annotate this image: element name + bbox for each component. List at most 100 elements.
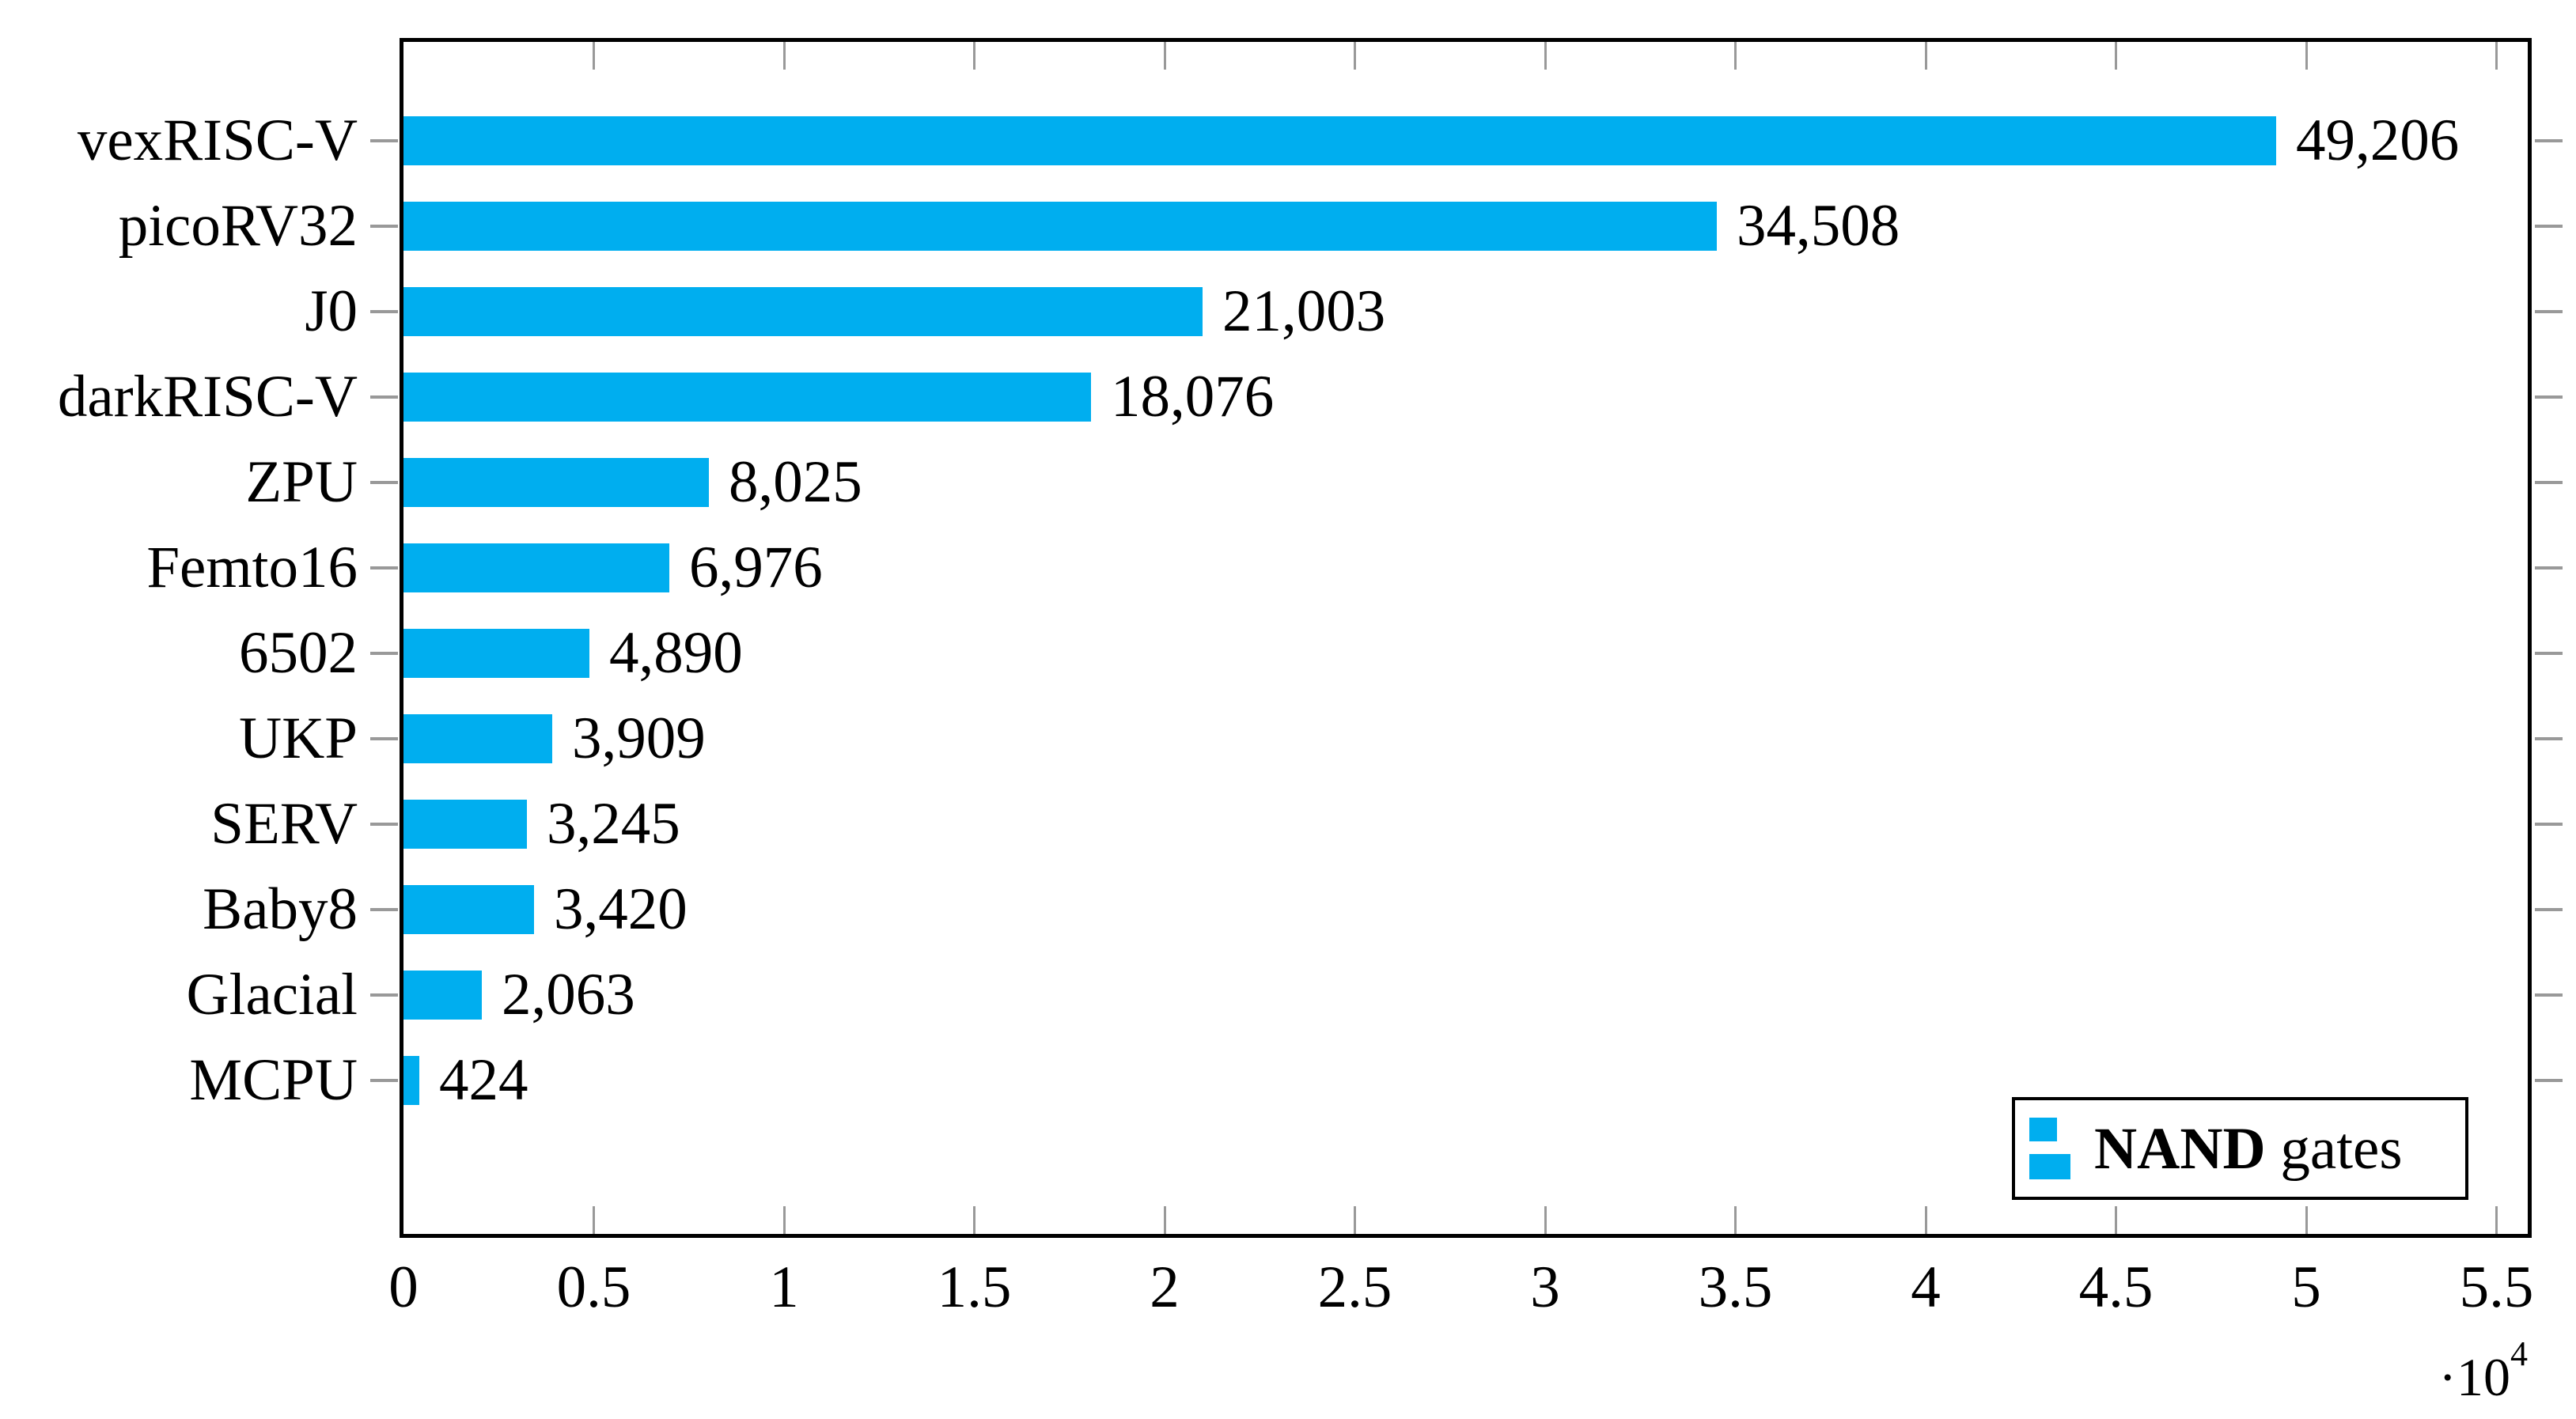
bar (403, 629, 589, 678)
x-axis-tick-label: 3 (1530, 1254, 1560, 1320)
bar (403, 287, 1203, 336)
legend-swatch-top-rect (2029, 1118, 2057, 1141)
x-tick-mark-bottom (2495, 1206, 2498, 1234)
category-label: SERV (210, 791, 358, 857)
category-tick-left (370, 1079, 398, 1082)
x-axis-tick-label: 0 (388, 1254, 419, 1320)
value-label: 6,976 (689, 535, 823, 600)
category-tick-right (2535, 481, 2563, 484)
x-tick-mark-bottom (973, 1206, 975, 1234)
category-tick-left (370, 395, 398, 399)
x-tick-mark-bottom (1163, 1206, 1166, 1234)
plot-area-border (400, 38, 2532, 1238)
category-label: Glacial (186, 962, 358, 1027)
category-tick-right (2535, 1079, 2563, 1082)
x-axis-tick-label: 1 (769, 1254, 799, 1320)
category-tick-right (2535, 139, 2563, 142)
bar-row: 6502 4,890 (0, 611, 2576, 696)
x-tick-mark-top (1924, 42, 1927, 70)
bar (403, 458, 709, 507)
x-axis-tick-label: 5 (2291, 1254, 2321, 1320)
x-axis-tick-label: 4.5 (2078, 1254, 2154, 1320)
bar-row: darkRISC-V 18,076 (0, 354, 2576, 440)
bar-row: MCPU 424 (0, 1038, 2576, 1123)
x-tick-mark-bottom (593, 1206, 595, 1234)
category-label: darkRISC-V (57, 364, 358, 429)
bar (403, 116, 2276, 165)
category-tick-right (2535, 823, 2563, 826)
bar (403, 202, 1717, 251)
legend: NAND gates (2012, 1097, 2468, 1200)
category-label: UKP (238, 706, 358, 771)
x-axis-tick-label: 2.5 (1317, 1254, 1392, 1320)
x-axis-tick-label: 1.5 (937, 1254, 1012, 1320)
category-tick-left (370, 823, 398, 826)
category-label: MCPU (189, 1047, 358, 1113)
value-label: 49,206 (2296, 108, 2460, 173)
category-tick-left (370, 993, 398, 997)
value-label: 3,245 (547, 791, 680, 857)
legend-entry-label: NAND gates (2094, 1119, 2403, 1179)
category-label: vexRISC-V (77, 108, 358, 173)
value-label: 3,420 (554, 876, 688, 942)
category-tick-left (370, 908, 398, 911)
x-tick-mark-top (2495, 42, 2498, 70)
bar (403, 714, 552, 763)
x-axis-tick-label: 3.5 (1698, 1254, 1773, 1320)
bar (403, 543, 669, 592)
x-tick-mark-bottom (782, 1206, 786, 1234)
multiplier-exponent: 4 (2510, 1334, 2528, 1373)
x-tick-mark-top (593, 42, 595, 70)
bar (403, 885, 534, 934)
bar-row: J0 21,003 (0, 269, 2576, 354)
category-tick-right (2535, 395, 2563, 399)
value-label: 18,076 (1111, 364, 1275, 429)
category-tick-left (370, 139, 398, 142)
bar-row: UKP 3,909 (0, 696, 2576, 781)
bar-row: ZPU 8,025 (0, 440, 2576, 525)
multiplier-base: ·10 (2438, 1347, 2510, 1407)
category-tick-left (370, 310, 398, 313)
legend-series-name-rest: gates (2265, 1115, 2403, 1182)
category-label: picoRV32 (118, 193, 358, 259)
value-label: 34,508 (1737, 193, 1900, 259)
x-tick-mark-top (1544, 42, 1547, 70)
x-axis-tick-label: 0.5 (556, 1254, 631, 1320)
category-tick-left (370, 481, 398, 484)
x-tick-mark-bottom (2305, 1206, 2308, 1234)
bar-row: Baby8 3,420 (0, 867, 2576, 952)
x-tick-mark-bottom (1544, 1206, 1547, 1234)
x-tick-mark-top (1734, 42, 1737, 70)
legend-bar-swatch-icon (2029, 1118, 2070, 1179)
value-label: 21,003 (1222, 278, 1386, 344)
value-label: 8,025 (729, 449, 862, 515)
bar-row: Glacial 2,063 (0, 952, 2576, 1038)
x-tick-mark-bottom (1734, 1206, 1737, 1234)
bar (403, 1056, 419, 1105)
x-tick-mark-top (1354, 42, 1356, 70)
category-tick-right (2535, 566, 2563, 569)
x-tick-mark-top (1163, 42, 1166, 70)
x-axis-tick-label: 5.5 (2459, 1254, 2534, 1320)
category-tick-left (370, 566, 398, 569)
x-axis-multiplier-label: ·104 (2438, 1323, 2528, 1409)
x-tick-mark-bottom (1924, 1206, 1927, 1234)
bar-row: vexRISC-V 49,206 (0, 98, 2576, 184)
category-tick-left (370, 737, 398, 740)
bar (403, 373, 1091, 422)
category-label: ZPU (245, 449, 358, 515)
bar-row: Femto16 6,976 (0, 525, 2576, 611)
category-tick-right (2535, 993, 2563, 997)
category-tick-right (2535, 908, 2563, 911)
x-axis-tick-label: 4 (1911, 1254, 1941, 1320)
x-tick-mark-top (2305, 42, 2308, 70)
value-label: 4,890 (609, 620, 743, 686)
value-label: 3,909 (572, 706, 706, 771)
x-axis-tick-label: 2 (1150, 1254, 1180, 1320)
x-tick-mark-top (782, 42, 786, 70)
bar (403, 800, 527, 849)
category-tick-left (370, 225, 398, 228)
x-tick-mark-bottom (2115, 1206, 2117, 1234)
category-tick-right (2535, 737, 2563, 740)
